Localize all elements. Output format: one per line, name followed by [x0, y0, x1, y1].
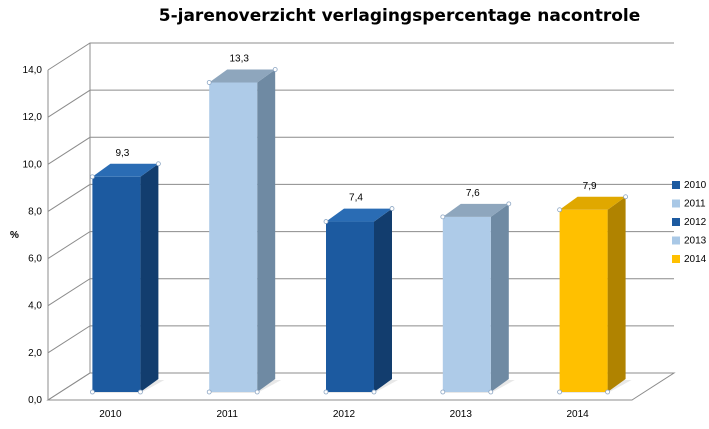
y-tick-label: 14,0 [23, 65, 43, 76]
legend-label: 2010 [684, 180, 707, 191]
gridline [47, 89, 674, 118]
handle-dot [623, 194, 628, 200]
bar-side [490, 203, 509, 392]
legend-swatch [672, 236, 680, 245]
handle-dot [371, 389, 377, 395]
data-labels: 9,3 13,3 7,4 7,6 7,9 [115, 54, 597, 204]
y-tick-label: 12,0 [23, 112, 43, 123]
handle-dot [605, 389, 610, 395]
y-tick-label: 8,0 [28, 206, 42, 217]
bar-front [209, 82, 258, 392]
bar-top [559, 196, 626, 210]
bar-top [442, 203, 509, 217]
bar-2014 [557, 194, 632, 395]
axes: 0,0 2,0 4,0 6,0 8,0 10,0 12,0 14,0 2010 2011 2012 2… [23, 43, 676, 420]
handle-dot [323, 389, 329, 395]
handle-dot [90, 389, 95, 395]
handle-dot [254, 389, 260, 395]
chart-title: 5-jarenoverzicht verlagingspercentage na… [158, 6, 641, 26]
bar-top [209, 69, 276, 83]
bar-front [559, 209, 608, 392]
handle-dot [155, 161, 161, 167]
bar-side [374, 208, 392, 392]
bar-side [607, 196, 626, 392]
bar-2010 [90, 161, 165, 395]
y-tick-label: 0,0 [28, 395, 42, 406]
handle-dot [557, 207, 562, 213]
bar-top [326, 208, 392, 222]
bar-top [92, 163, 159, 177]
legend-label: 2014 [684, 254, 707, 265]
handle-dot [506, 201, 512, 207]
handle-dot [557, 389, 562, 395]
handle-dot [440, 214, 446, 220]
handle-dot [272, 67, 278, 72]
data-label: 7,4 [349, 193, 363, 204]
handle-dot [440, 389, 446, 395]
y-tick-label: 6,0 [28, 254, 42, 265]
legend-swatch [672, 218, 680, 226]
y-tick-label: 2,0 [28, 348, 42, 359]
bar-2011 [206, 67, 282, 395]
y-axis-label: % [10, 230, 19, 241]
handle-dot [137, 389, 143, 395]
x-tick-label: 2010 [99, 409, 122, 420]
bar-front [326, 221, 374, 392]
bar-front [442, 216, 491, 392]
legend-swatch [672, 199, 680, 208]
handle-dot [206, 389, 212, 395]
legend-swatch [672, 181, 680, 189]
legend-label: 2013 [684, 236, 707, 247]
x-tick-label: 2014 [566, 409, 589, 420]
bar-side [140, 163, 159, 392]
gridline [47, 136, 674, 165]
data-label: 9,3 [115, 148, 129, 159]
legend-swatch [672, 255, 680, 263]
bar-front [92, 176, 141, 392]
handle-dot [323, 219, 329, 224]
handle-dot [389, 206, 395, 211]
legend: 2010 2011 2012 2013 2014 [672, 180, 707, 265]
legend-label: 2011 [684, 199, 706, 210]
y-tick-label: 4,0 [28, 301, 42, 312]
data-label: 7,9 [583, 181, 597, 192]
y-tick-label: 10,0 [23, 159, 43, 170]
handle-dot [488, 389, 494, 395]
bar-2013 [440, 201, 515, 395]
x-tick-label: 2011 [216, 409, 238, 420]
bar-side [257, 69, 276, 392]
data-label: 7,6 [466, 188, 480, 199]
legend-label: 2012 [684, 217, 707, 228]
floor [46, 372, 676, 401]
data-label: 13,3 [229, 54, 249, 65]
bar-2012 [323, 206, 398, 395]
x-tick-label: 2013 [450, 409, 473, 420]
handle-dot [90, 174, 95, 180]
handle-dot [206, 80, 212, 85]
gridline [47, 42, 674, 71]
x-tick-label: 2012 [333, 409, 356, 420]
bars [90, 67, 632, 395]
